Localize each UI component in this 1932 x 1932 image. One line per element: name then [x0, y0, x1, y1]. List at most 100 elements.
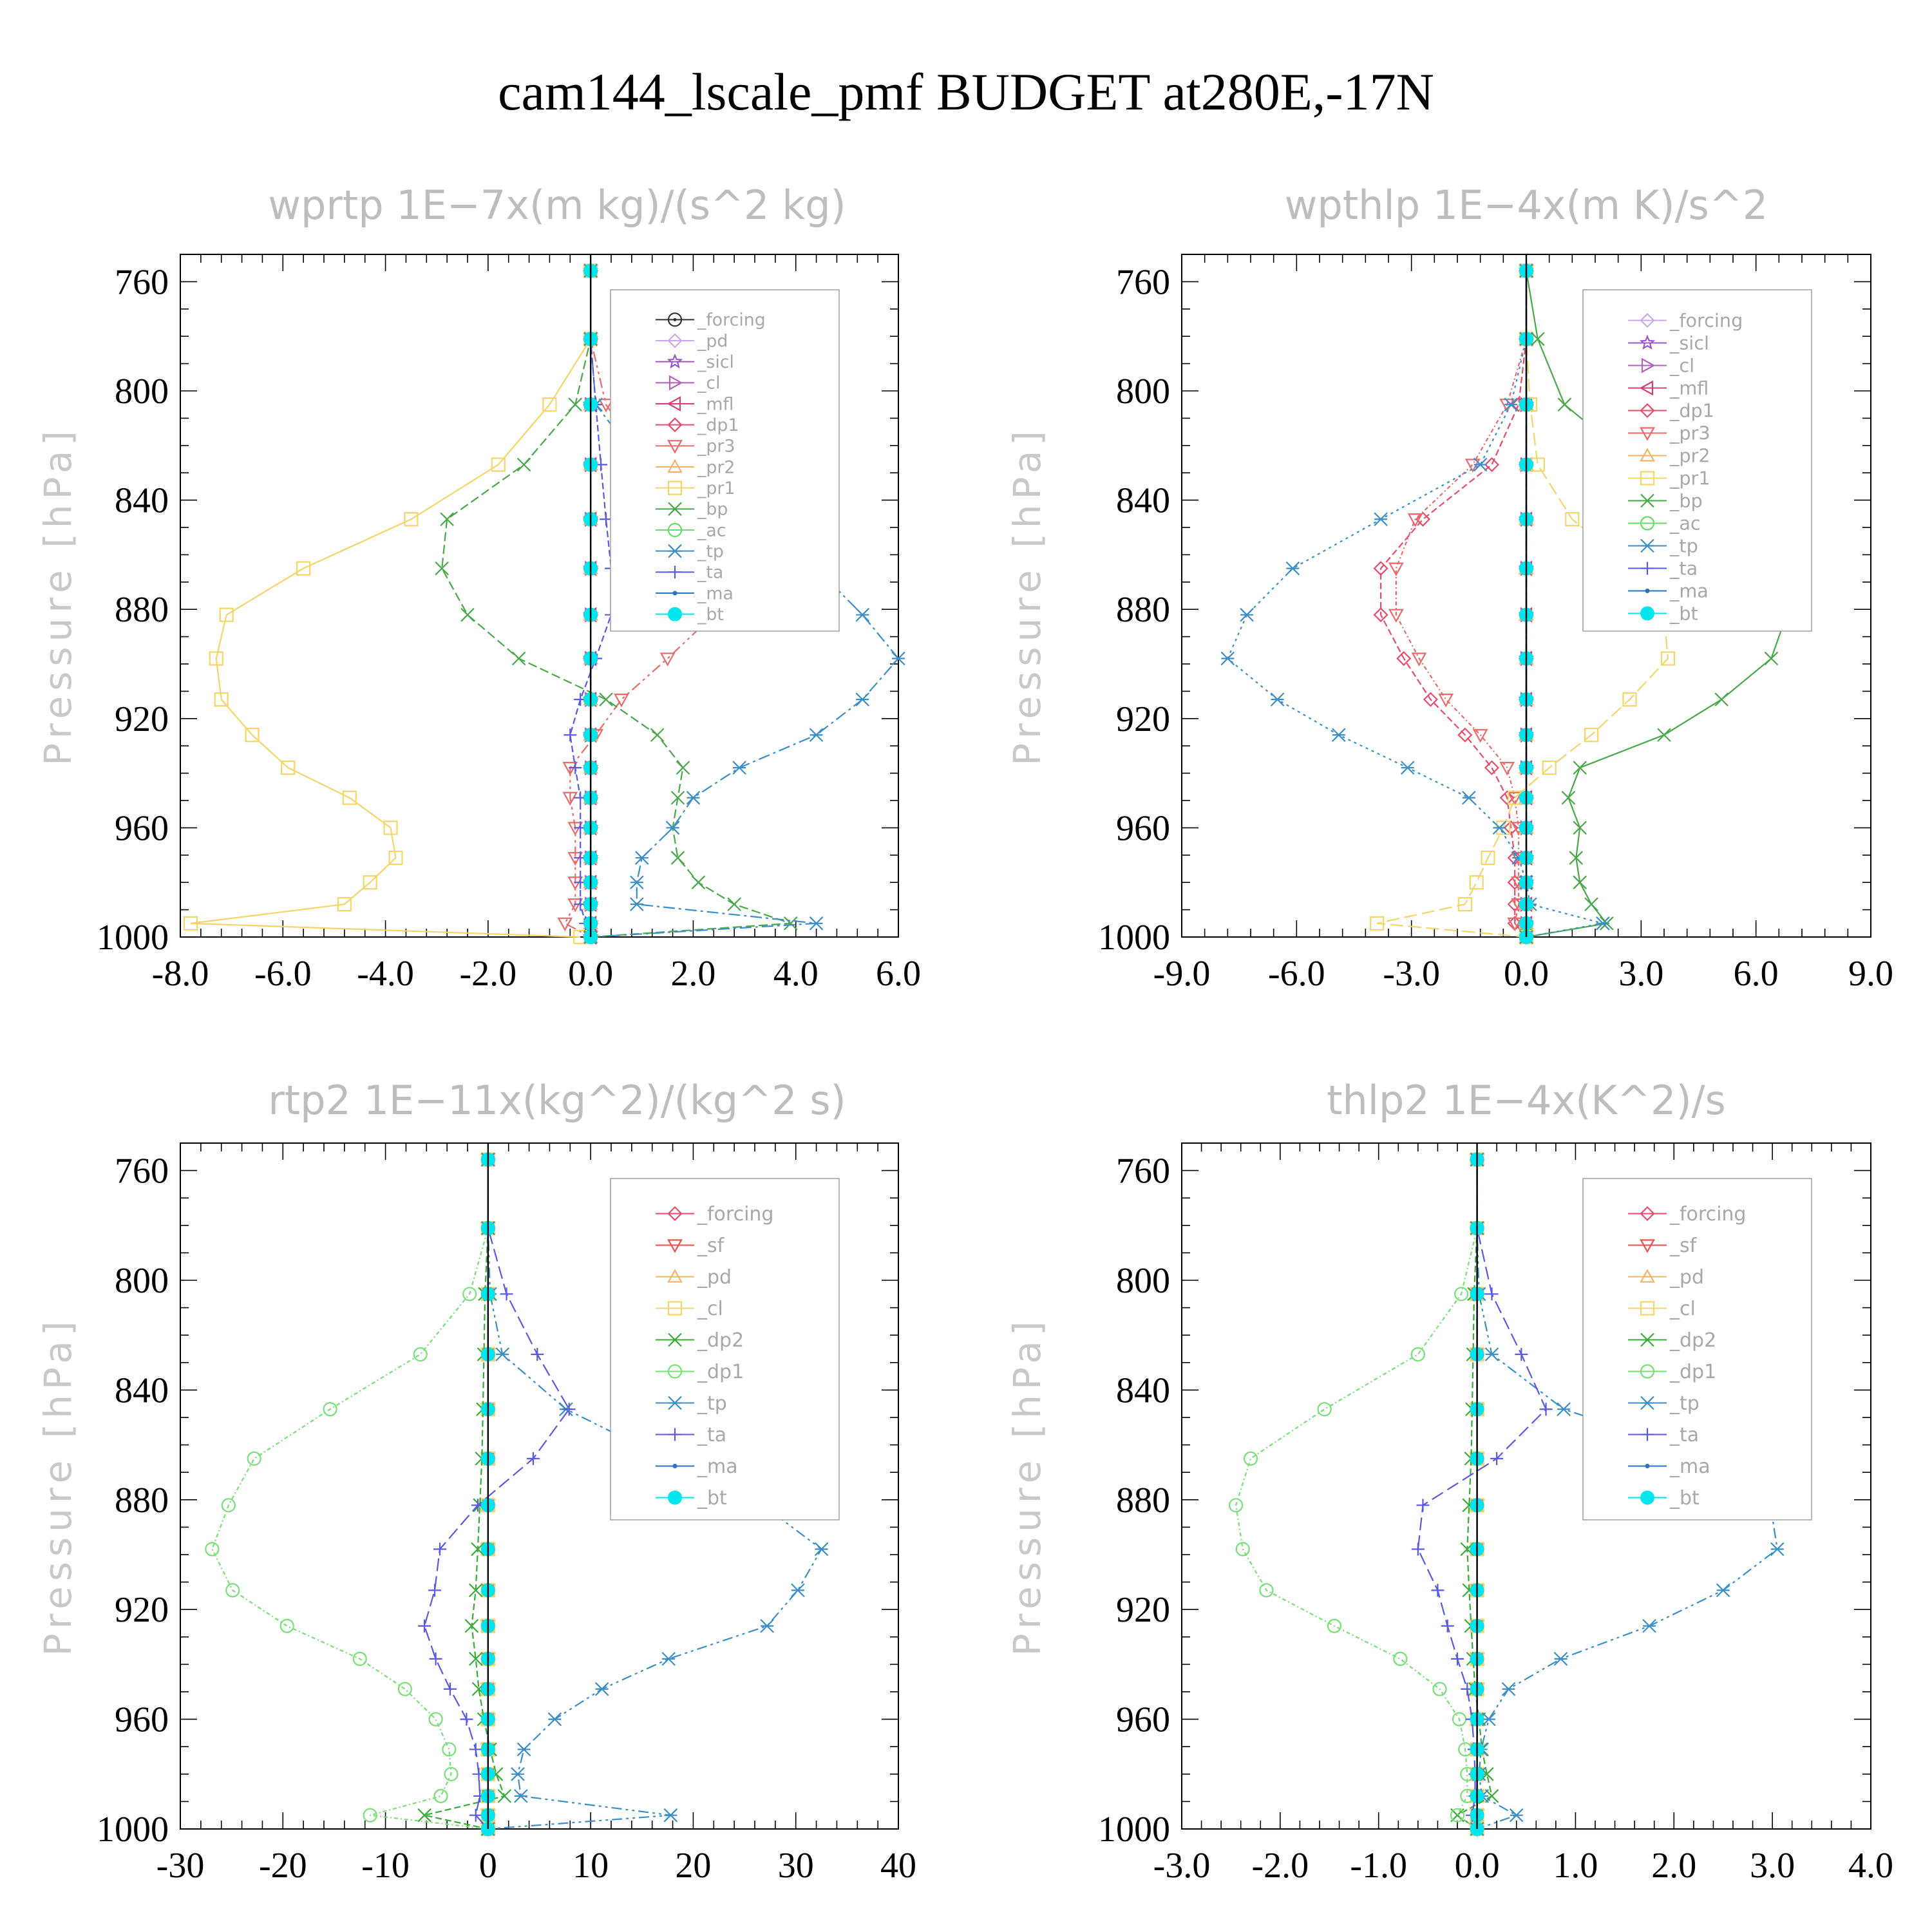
data-point_tp [1331, 728, 1346, 743]
data-point_bp [670, 851, 685, 865]
legend-label: _ma [1669, 1455, 1710, 1478]
data-point_dp1 [462, 1287, 477, 1302]
legend-label: _ac [1669, 513, 1701, 535]
data-point_bp [670, 790, 685, 805]
chart-panel-1: wprtp 1E−7x(m kg)/(s^2 kg) Pressure [hPa]… [36, 182, 921, 994]
legend-entry_mfl: _mfl [1628, 377, 1709, 399]
y-tick-label: 800 [1116, 372, 1170, 412]
legend-marker [1640, 402, 1655, 419]
legend-marker [668, 502, 682, 516]
legend-marker [1640, 606, 1654, 621]
y-tick-label: 920 [115, 699, 169, 739]
legend-marker [1645, 1464, 1650, 1468]
data-point_tp [891, 651, 905, 666]
legend-marker [667, 480, 683, 495]
legend-label: _pr1 [1669, 468, 1710, 489]
y-tick-label: 1000 [97, 918, 169, 958]
y-axis-label: Pressure [hPa] [36, 426, 80, 766]
data-point_dp2 [1484, 1789, 1499, 1803]
data-point_pr1 [183, 916, 198, 931]
legend-entry_ma: _ma [656, 1455, 738, 1478]
chart-panels: wprtp 1E−7x(m kg)/(s^2 kg) Pressure [hPa]… [36, 182, 1893, 1886]
legend-entry_sf: _sf [1628, 1235, 1698, 1257]
y-tick-label: 960 [1116, 1700, 1170, 1740]
data-point_dp1 [1454, 1287, 1469, 1302]
data-point_pr1 [209, 651, 223, 666]
data-point_dp1 [1423, 692, 1438, 707]
legend-label: _dp1 [697, 1361, 744, 1383]
data-point_tp [1220, 651, 1235, 666]
x-tick-label: -10 [361, 1846, 410, 1886]
legend-entry_cl: _cl [1628, 355, 1694, 377]
data-point_pr1 [1469, 875, 1484, 890]
data-point_pr1 [214, 692, 229, 707]
data-point_bp [1714, 692, 1728, 706]
legend-marker [1639, 380, 1654, 396]
data-point_tp [1642, 1618, 1656, 1633]
legend-entry_forcing: _forcing [656, 1203, 773, 1226]
y-tick-label: 800 [1116, 1261, 1170, 1301]
legend-entry_cl: _cl [656, 374, 721, 393]
x-tick-label: -3.0 [1383, 954, 1440, 994]
x-tick-label: -8.0 [152, 954, 209, 994]
legend-marker [672, 591, 677, 596]
x-tick-label: 3.0 [1618, 954, 1663, 994]
legend-label: _ta [697, 1424, 726, 1446]
data-point_tp [511, 1767, 525, 1781]
legend-marker [1641, 357, 1656, 374]
y-tick-label: 880 [115, 1481, 169, 1520]
data-point_ta [500, 1287, 513, 1301]
series-line_pr1 [190, 270, 592, 938]
series_dp1 [1228, 1152, 1484, 1837]
data-point_tp [663, 1808, 678, 1823]
y-tick-label: 840 [115, 481, 169, 521]
data-point_dp1 [1259, 1583, 1274, 1598]
legend-entry_dp1: _dp1 [1628, 1361, 1716, 1383]
data-point_pr3 [1507, 791, 1523, 806]
legend-marker [1640, 538, 1654, 553]
data-point_bp [676, 761, 690, 775]
series-line_pr1 [1376, 270, 1669, 938]
panel-title: rtp2 1E−11x(kg^2)/(kg^2 s) [268, 1077, 846, 1124]
legend-entry_ta: _ta [656, 1424, 726, 1446]
data-point_ta [1416, 1499, 1430, 1512]
legend-entry_sicl: _sicl [656, 352, 734, 372]
data-point_tp [814, 1542, 829, 1557]
data-point_bp [599, 692, 613, 706]
data-point_pr1 [219, 607, 234, 622]
data-point_dp2 [471, 1542, 485, 1557]
data-point_tp [547, 1712, 562, 1727]
x-tick-label: 0.0 [1504, 954, 1549, 994]
data-point_ta [469, 1743, 482, 1756]
data-point_tp [1501, 1681, 1516, 1696]
series-line_dp1 [1235, 1159, 1478, 1830]
data-point_tp [1374, 512, 1388, 527]
legend-marker [667, 353, 683, 369]
data-point_ta [433, 1542, 446, 1556]
y-tick-label: 920 [1116, 1590, 1170, 1630]
legend-label: _ma [697, 583, 734, 603]
plot-frame [180, 1142, 899, 1830]
y-tick-label: 760 [115, 1151, 169, 1191]
data-point_pr3 [659, 652, 676, 667]
data-point_dp1 [247, 1451, 261, 1466]
data-point_dp1 [1432, 1681, 1447, 1696]
data-point_tp [1557, 1402, 1571, 1416]
data-point_pr3 [1407, 513, 1423, 527]
data-point_pr1 [1565, 512, 1580, 527]
x-tick-label: -6.0 [1268, 954, 1325, 994]
data-point_ta [531, 1348, 544, 1361]
x-tick-label: 1.0 [1553, 1846, 1598, 1886]
legend-marker [1639, 334, 1656, 350]
legend-entry_ma: _ma [1628, 580, 1709, 602]
x-tick-label: 10 [573, 1846, 609, 1886]
data-point_tp [1473, 457, 1488, 472]
legend-marker [667, 522, 683, 538]
data-point_tp [495, 1347, 509, 1361]
legend-entry_ta: _ta [1628, 558, 1698, 580]
x-tick-label: 9.0 [1848, 954, 1893, 994]
legend-label: _pr3 [1669, 422, 1710, 444]
data-point_tp [1492, 820, 1507, 835]
data-point_bp [440, 512, 454, 527]
legend-label: _cl [1669, 355, 1694, 377]
